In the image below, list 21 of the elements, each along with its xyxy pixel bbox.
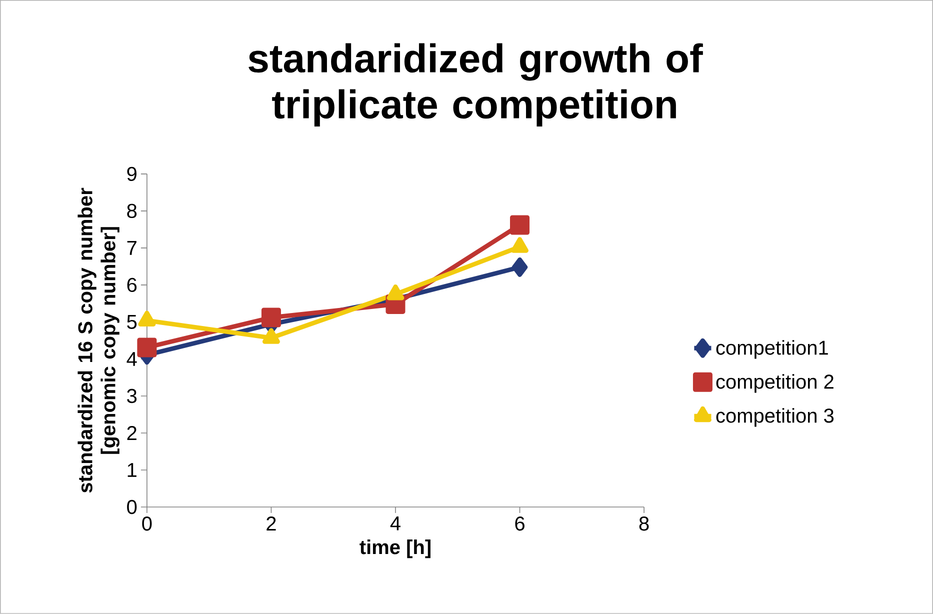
x-tick-label: 2 bbox=[266, 516, 276, 531]
legend-label: competition1 bbox=[716, 340, 828, 359]
y-tick-label: 9 bbox=[127, 166, 136, 182]
y-tick-label: 4 bbox=[126, 352, 137, 366]
y-tick-label: 5 bbox=[127, 315, 137, 329]
y-tick-label: 6 bbox=[127, 278, 137, 292]
x-tick-label: 6 bbox=[515, 516, 524, 531]
y-tick-label: 1 bbox=[128, 463, 136, 477]
x-tick-label: 8 bbox=[639, 516, 649, 531]
x-tick-label: 0 bbox=[142, 516, 152, 531]
y-axis-title: standardized 16 S copy number [genomic copy number] bbox=[78, 188, 120, 493]
y-tick-label: 0 bbox=[127, 500, 137, 514]
y-tick-label: 2 bbox=[127, 426, 136, 440]
legend-label: competition 2 bbox=[716, 374, 834, 393]
y-tick-label: 3 bbox=[127, 388, 137, 404]
y-tick-label: 7 bbox=[127, 241, 136, 255]
x-axis-title: time [h] bbox=[360, 540, 430, 558]
chart-title: standaridized growth of triplicate competition bbox=[248, 43, 703, 127]
x-tick-label: 4 bbox=[390, 516, 400, 530]
legend-label: competition 3 bbox=[716, 408, 834, 427]
y-tick-label: 8 bbox=[127, 204, 137, 218]
